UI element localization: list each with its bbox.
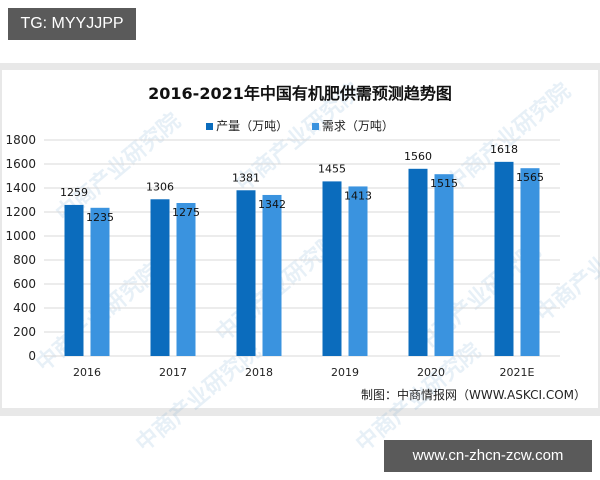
top-tag: TG: MYYJJPP — [8, 8, 136, 40]
y-tick-label: 1000 — [5, 229, 36, 243]
data-label-production: 1306 — [146, 180, 174, 193]
legend-swatch-production — [206, 123, 214, 130]
bar-production — [322, 181, 342, 356]
y-tick-label: 1800 — [5, 133, 36, 147]
bar-production — [64, 204, 84, 356]
legend-label-production: 产量（万吨） — [216, 119, 289, 133]
source-caption: 制图：中商情报网（WWW.ASKCI.COM） — [361, 388, 586, 402]
y-tick-label: 600 — [13, 277, 36, 291]
x-tick-label: 2018 — [245, 366, 273, 379]
data-label-demand: 1413 — [344, 189, 372, 202]
legend-item-production: 产量（万吨） — [206, 117, 288, 134]
chart-title: 2016-2021年中国有机肥供需预测趋势图 — [148, 84, 452, 103]
bar-demand — [90, 207, 110, 356]
y-tick-label: 1600 — [5, 157, 36, 171]
bar-production — [236, 190, 256, 356]
chart-legend: 产量（万吨） 需求（万吨） — [0, 117, 600, 134]
data-label-demand: 1275 — [172, 206, 200, 219]
x-tick-label: 2017 — [159, 366, 187, 379]
y-tick-label: 400 — [13, 301, 36, 315]
legend-swatch-demand — [311, 123, 319, 130]
x-tick-label: 2020 — [417, 366, 445, 379]
data-label-demand: 1235 — [86, 211, 114, 224]
y-tick-label: 1200 — [5, 205, 36, 219]
bar-production — [408, 168, 428, 356]
data-label-production: 1259 — [60, 186, 88, 199]
data-label-demand: 1342 — [258, 198, 286, 211]
bar-demand — [176, 203, 196, 356]
legend-item-demand: 需求（万吨） — [311, 117, 394, 134]
bar-production — [494, 161, 514, 356]
data-label-production: 1381 — [232, 171, 260, 184]
x-tick-label: 2019 — [331, 366, 359, 379]
data-label-production: 1560 — [404, 150, 432, 163]
y-tick-label: 200 — [13, 325, 36, 339]
y-tick-label: 800 — [13, 253, 36, 267]
data-label-demand: 1565 — [516, 171, 544, 184]
x-tick-label: 2021E — [500, 366, 535, 379]
data-label-production: 1455 — [318, 162, 346, 175]
bar-production — [150, 199, 170, 356]
y-tick-label: 0 — [28, 349, 36, 363]
bar-demand — [434, 174, 454, 356]
bottom-url-tag: www.cn-zhcn-zcw.com — [384, 440, 592, 472]
bar-demand — [262, 194, 282, 356]
y-tick-label: 1400 — [5, 181, 36, 195]
data-label-production: 1618 — [490, 143, 518, 156]
bar-demand — [348, 186, 368, 356]
data-label-demand: 1515 — [430, 177, 458, 190]
x-tick-label: 2016 — [73, 366, 101, 379]
legend-label-demand: 需求（万吨） — [321, 119, 394, 133]
bar-demand — [520, 168, 540, 356]
